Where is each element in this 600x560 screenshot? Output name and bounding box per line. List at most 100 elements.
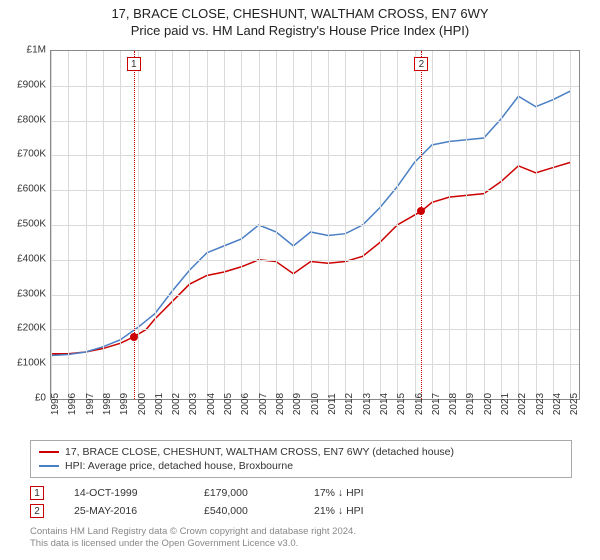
- x-axis-label: 2000: [137, 393, 148, 415]
- gridline-v: [138, 51, 139, 399]
- gridline-v: [345, 51, 346, 399]
- gridline-v: [155, 51, 156, 399]
- x-axis-label: 2021: [500, 393, 511, 415]
- x-axis-label: 2014: [379, 393, 390, 415]
- x-axis-label: 2013: [362, 393, 373, 415]
- gridline-h: [51, 260, 579, 261]
- x-axis-label: 1998: [102, 393, 113, 415]
- legend-item-hpi: HPI: Average price, detached house, Brox…: [39, 459, 563, 473]
- transaction-date: 25-MAY-2016: [74, 505, 174, 517]
- gridline-v: [241, 51, 242, 399]
- transaction-row: 2 25-MAY-2016 £540,000 21% ↓ HPI: [30, 502, 572, 520]
- transaction-diff: 21% ↓ HPI: [314, 505, 364, 517]
- gridline-v: [68, 51, 69, 399]
- y-axis-label: £400K: [17, 253, 46, 264]
- legend-box: 17, BRACE CLOSE, CHESHUNT, WALTHAM CROSS…: [30, 440, 572, 478]
- legend-label: HPI: Average price, detached house, Brox…: [65, 460, 293, 472]
- x-axis-label: 2003: [188, 393, 199, 415]
- x-axis-label: 2024: [552, 393, 563, 415]
- footnote-line2: This data is licensed under the Open Gov…: [30, 538, 572, 550]
- x-axis-label: 2008: [275, 393, 286, 415]
- transaction-date: 14-OCT-1999: [74, 487, 174, 499]
- x-axis-label: 2023: [535, 393, 546, 415]
- gridline-v: [484, 51, 485, 399]
- y-axis-label: £0: [35, 393, 46, 404]
- x-axis-label: 2020: [483, 393, 494, 415]
- transaction-row-marker: 1: [30, 486, 44, 500]
- x-axis-label: 2005: [223, 393, 234, 415]
- plot-area: 12: [50, 50, 580, 400]
- gridline-v: [276, 51, 277, 399]
- gridline-h: [51, 190, 579, 191]
- y-axis-label: £600K: [17, 184, 46, 195]
- title-line2: Price paid vs. HM Land Registry's House …: [0, 23, 600, 38]
- footnote-line1: Contains HM Land Registry data © Crown c…: [30, 526, 572, 538]
- x-axis-label: 2016: [414, 393, 425, 415]
- gridline-h: [51, 225, 579, 226]
- x-axis-label: 2010: [310, 393, 321, 415]
- x-axis-label: 1995: [50, 393, 61, 415]
- gridline-h: [51, 155, 579, 156]
- transaction-row-marker: 2: [30, 504, 44, 518]
- gridline-h: [51, 295, 579, 296]
- transaction-price: £179,000: [204, 487, 284, 499]
- x-axis-label: 2018: [448, 393, 459, 415]
- gridline-v: [86, 51, 87, 399]
- legend-label: 17, BRACE CLOSE, CHESHUNT, WALTHAM CROSS…: [65, 446, 454, 458]
- x-axis-label: 2001: [154, 393, 165, 415]
- gridline-v: [259, 51, 260, 399]
- x-axis-label: 2006: [240, 393, 251, 415]
- gridline-v: [172, 51, 173, 399]
- gridline-v: [328, 51, 329, 399]
- transaction-vline: [134, 51, 135, 399]
- transaction-marker: 1: [127, 57, 141, 71]
- y-axis-label: £1M: [27, 45, 46, 56]
- gridline-v: [311, 51, 312, 399]
- gridline-v: [380, 51, 381, 399]
- transaction-point: [417, 207, 425, 215]
- legend-swatch: [39, 451, 59, 453]
- x-axis-label: 1999: [119, 393, 130, 415]
- gridline-v: [466, 51, 467, 399]
- x-axis-label: 2015: [396, 393, 407, 415]
- x-axis-label: 2012: [344, 393, 355, 415]
- x-axis-label: 2007: [258, 393, 269, 415]
- x-axis-label: 1997: [85, 393, 96, 415]
- transaction-diff: 17% ↓ HPI: [314, 487, 364, 499]
- y-axis-label: £800K: [17, 114, 46, 125]
- y-axis-label: £200K: [17, 323, 46, 334]
- x-axis-label: 2019: [465, 393, 476, 415]
- gridline-v: [51, 51, 52, 399]
- footnote: Contains HM Land Registry data © Crown c…: [30, 526, 572, 551]
- gridline-v: [293, 51, 294, 399]
- transaction-price: £540,000: [204, 505, 284, 517]
- chart: 12 £0£100K£200K£300K£400K£500K£600K£700K…: [50, 50, 580, 420]
- gridline-v: [536, 51, 537, 399]
- gridline-v: [415, 51, 416, 399]
- gridline-v: [103, 51, 104, 399]
- transaction-vline: [421, 51, 422, 399]
- x-axis-label: 2017: [431, 393, 442, 415]
- x-axis-label: 1996: [67, 393, 78, 415]
- transaction-point: [130, 333, 138, 341]
- x-axis-label: 2025: [569, 393, 580, 415]
- transaction-row: 1 14-OCT-1999 £179,000 17% ↓ HPI: [30, 484, 572, 502]
- gridline-v: [518, 51, 519, 399]
- y-axis-label: £300K: [17, 288, 46, 299]
- gridline-h: [51, 121, 579, 122]
- chart-title: 17, BRACE CLOSE, CHESHUNT, WALTHAM CROSS…: [0, 0, 600, 38]
- y-axis-label: £900K: [17, 79, 46, 90]
- gridline-v: [363, 51, 364, 399]
- transaction-list: 1 14-OCT-1999 £179,000 17% ↓ HPI 2 25-MAY-201…: [30, 484, 572, 520]
- y-axis-label: £500K: [17, 219, 46, 230]
- x-axis-label: 2002: [171, 393, 182, 415]
- gridline-v: [120, 51, 121, 399]
- legend-swatch: [39, 465, 59, 467]
- x-axis-label: 2011: [327, 393, 338, 415]
- gridline-h: [51, 364, 579, 365]
- gridline-h: [51, 329, 579, 330]
- gridline-v: [553, 51, 554, 399]
- gridline-h: [51, 86, 579, 87]
- title-line1: 17, BRACE CLOSE, CHESHUNT, WALTHAM CROSS…: [0, 6, 600, 21]
- gridline-v: [224, 51, 225, 399]
